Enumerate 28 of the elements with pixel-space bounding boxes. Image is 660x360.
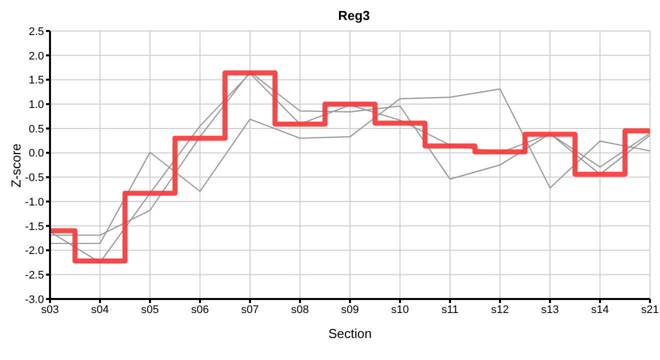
x-tick-label: s12 bbox=[491, 304, 509, 316]
y-tick-label: -2.5 bbox=[25, 270, 44, 282]
y-tick-label: 1.5 bbox=[28, 74, 44, 87]
chart-title: Reg3 bbox=[337, 8, 371, 23]
y-axis-title: Z-score bbox=[8, 142, 24, 188]
y-tick-label: -0.5 bbox=[25, 172, 44, 184]
y-tick-label: -1.5 bbox=[25, 220, 44, 233]
x-tick-label: s06 bbox=[191, 304, 209, 316]
y-tick-label: -1.0 bbox=[25, 196, 44, 208]
y-tick-label: -2.0 bbox=[25, 245, 44, 258]
y-tick-label: -3.0 bbox=[25, 294, 44, 306]
x-tick-label: s21 bbox=[641, 304, 659, 316]
x-tick-label: s08 bbox=[291, 304, 309, 316]
x-tick-label: s07 bbox=[241, 304, 259, 316]
x-tick-label: s04 bbox=[91, 304, 109, 316]
x-tick-label: s09 bbox=[341, 304, 359, 316]
x-tick-label: s05 bbox=[141, 304, 159, 316]
x-tick-label: s11 bbox=[442, 304, 458, 316]
y-tick-label: 2.5 bbox=[28, 26, 44, 38]
x-axis-title: Section bbox=[328, 326, 372, 341]
y-tick-label: 2.0 bbox=[28, 50, 44, 62]
x-tick-label: s03 bbox=[41, 304, 59, 316]
x-tick-label: s14 bbox=[591, 304, 609, 316]
x-tick-label: s10 bbox=[391, 304, 409, 316]
y-tick-label: 0.0 bbox=[28, 148, 44, 160]
y-tick-label: 1.0 bbox=[28, 98, 44, 111]
x-tick-label: s13 bbox=[541, 304, 559, 316]
y-tick-label: 0.5 bbox=[28, 123, 44, 136]
